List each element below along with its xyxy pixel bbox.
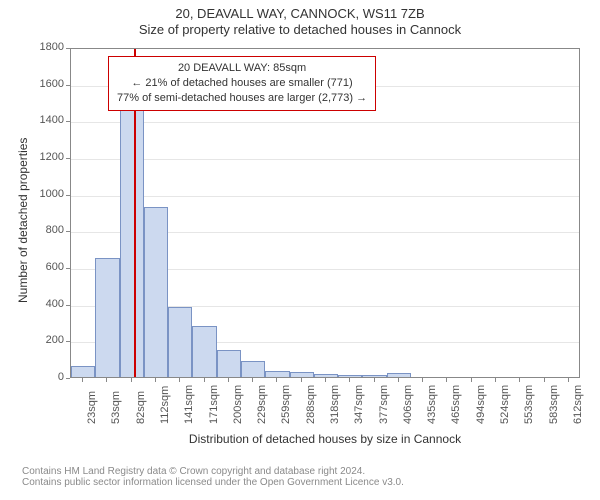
y-tick-label: 400	[28, 298, 64, 310]
annotation-line: ← 21% of detached houses are smaller (77…	[117, 76, 367, 91]
x-tick-mark	[446, 378, 447, 382]
x-tick-mark	[325, 378, 326, 382]
histogram-bar	[168, 307, 192, 377]
x-tick-mark	[276, 378, 277, 382]
x-tick-label: 524sqm	[499, 385, 511, 424]
x-tick-label: 288sqm	[305, 385, 317, 424]
footer-line: Contains HM Land Registry data © Crown c…	[22, 466, 404, 477]
x-tick-mark	[155, 378, 156, 382]
x-tick-label: 82sqm	[135, 391, 147, 424]
x-tick-label: 318sqm	[329, 385, 341, 424]
y-tick-label: 200	[28, 334, 64, 346]
histogram-bar	[217, 350, 241, 378]
histogram-bar	[120, 80, 144, 377]
y-tick-label: 1200	[28, 151, 64, 163]
histogram-bar	[71, 366, 95, 377]
x-tick-label: 141sqm	[183, 385, 195, 424]
x-tick-mark	[374, 378, 375, 382]
x-tick-label: 112sqm	[159, 386, 171, 424]
x-tick-label: 494sqm	[475, 385, 487, 424]
histogram-bar	[241, 361, 265, 378]
x-tick-mark	[422, 378, 423, 382]
chart-header: 20, DEAVALL WAY, CANNOCK, WS11 7ZB Size …	[0, 0, 600, 39]
x-tick-label: 229sqm	[256, 385, 268, 424]
gridline	[71, 159, 579, 160]
x-tick-mark	[495, 378, 496, 382]
y-tick-mark	[66, 268, 70, 269]
histogram-bar	[338, 375, 362, 377]
x-tick-mark	[349, 378, 350, 382]
x-tick-mark	[204, 378, 205, 382]
title-line-2: Size of property relative to detached ho…	[0, 22, 600, 38]
y-tick-label: 0	[28, 371, 64, 383]
x-tick-mark	[82, 378, 83, 382]
gridline	[71, 196, 579, 197]
annotation-line: 77% of semi-detached houses are larger (…	[117, 91, 367, 106]
x-tick-label: 583sqm	[548, 385, 560, 424]
histogram-bar	[192, 326, 216, 377]
footer-line: Contains public sector information licen…	[22, 477, 404, 488]
histogram-bar	[265, 371, 289, 377]
y-tick-label: 800	[28, 224, 64, 236]
x-tick-label: 377sqm	[378, 385, 390, 424]
x-tick-label: 171sqm	[208, 385, 220, 424]
x-tick-label: 200sqm	[232, 385, 244, 424]
y-tick-mark	[66, 121, 70, 122]
y-tick-label: 1400	[28, 114, 64, 126]
gridline	[71, 122, 579, 123]
x-tick-mark	[301, 378, 302, 382]
footer-attribution: Contains HM Land Registry data © Crown c…	[22, 466, 404, 488]
x-tick-label: 347sqm	[353, 385, 365, 424]
x-tick-label: 465sqm	[450, 385, 462, 424]
x-tick-mark	[179, 378, 180, 382]
histogram-bar	[314, 374, 338, 377]
x-tick-mark	[131, 378, 132, 382]
x-tick-label: 406sqm	[402, 385, 414, 424]
x-tick-label: 435sqm	[426, 385, 438, 424]
y-tick-label: 1800	[28, 41, 64, 53]
x-tick-label: 53sqm	[110, 391, 122, 424]
x-axis-label: Distribution of detached houses by size …	[70, 432, 580, 446]
x-tick-mark	[568, 378, 569, 382]
y-tick-label: 600	[28, 261, 64, 273]
x-tick-label: 553sqm	[523, 385, 535, 424]
chart-annotation-box: 20 DEAVALL WAY: 85sqm ← 21% of detached …	[108, 56, 376, 111]
y-tick-mark	[66, 48, 70, 49]
x-tick-mark	[398, 378, 399, 382]
histogram-bar	[95, 258, 119, 377]
y-tick-mark	[66, 231, 70, 232]
x-tick-mark	[544, 378, 545, 382]
y-tick-mark	[66, 378, 70, 379]
x-tick-label: 612sqm	[572, 385, 584, 424]
histogram-bar	[362, 375, 386, 377]
histogram-bar	[387, 373, 411, 377]
x-tick-mark	[471, 378, 472, 382]
x-tick-label: 259sqm	[280, 385, 292, 424]
x-tick-mark	[228, 378, 229, 382]
y-tick-mark	[66, 305, 70, 306]
y-tick-label: 1600	[28, 78, 64, 90]
y-tick-mark	[66, 85, 70, 86]
y-tick-mark	[66, 341, 70, 342]
y-tick-label: 1000	[28, 188, 64, 200]
y-tick-mark	[66, 195, 70, 196]
x-tick-mark	[519, 378, 520, 382]
histogram-bar	[144, 207, 168, 378]
x-tick-mark	[106, 378, 107, 382]
y-tick-mark	[66, 158, 70, 159]
title-line-1: 20, DEAVALL WAY, CANNOCK, WS11 7ZB	[0, 6, 600, 22]
annotation-line: 20 DEAVALL WAY: 85sqm	[117, 61, 367, 76]
x-tick-mark	[252, 378, 253, 382]
x-tick-label: 23sqm	[86, 391, 98, 424]
histogram-bar	[290, 372, 314, 377]
